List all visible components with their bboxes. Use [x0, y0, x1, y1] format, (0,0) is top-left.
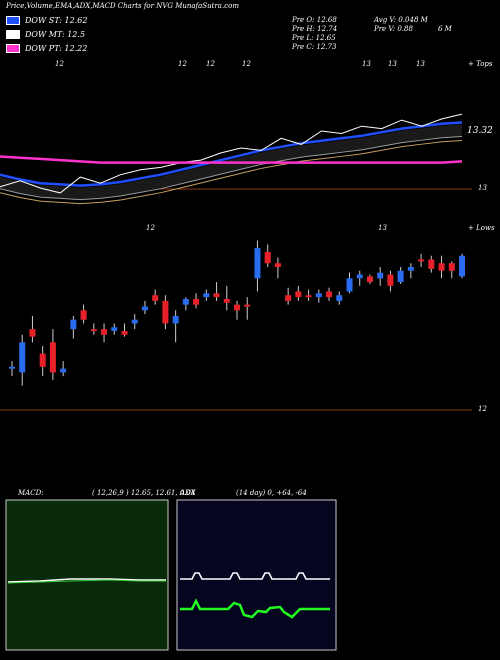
- candle-body: [223, 299, 230, 303]
- ema-price-label: 13.32: [467, 126, 493, 136]
- adx-di-line: [180, 598, 330, 619]
- candle-axis-label: 12: [478, 405, 487, 413]
- macd-signal-line: [7, 579, 166, 584]
- macd-label: MACD:: [18, 489, 44, 497]
- adx-label: ADX: [180, 489, 196, 497]
- legend-dow-pt: DOW PT: 12.22: [6, 44, 87, 53]
- candle-body: [141, 306, 148, 311]
- candle-body: [407, 267, 414, 271]
- candle-body: [346, 278, 353, 292]
- ema-slower-line: [0, 140, 463, 205]
- candle-body: [152, 295, 159, 301]
- adx-line: [180, 572, 330, 580]
- candle-body: [326, 291, 333, 298]
- stat-avg-volume: Avg V: 0.048 M: [374, 16, 428, 24]
- candle-body: [418, 259, 425, 262]
- adx-values: (14 day) 0, +64, -64: [236, 489, 307, 497]
- macd-values: ( 12,26,9 ) 12.65, 12.61, 0.04: [92, 489, 196, 497]
- candle-body: [234, 304, 240, 311]
- stat-prev-volume: Pre V: 0.88: [374, 25, 413, 33]
- ema-top-mark: 12: [178, 60, 187, 68]
- candle-body: [80, 310, 87, 320]
- candle-body: [264, 251, 271, 264]
- candle-body: [182, 299, 189, 305]
- candle-body: [397, 270, 404, 283]
- candle-body: [336, 295, 343, 301]
- candle-body: [193, 299, 200, 305]
- stat-prev-low: Pre L: 12.65: [292, 34, 336, 42]
- candle-body: [39, 353, 46, 367]
- candle-body: [448, 263, 455, 271]
- ema-top-right-label: + Tops: [468, 60, 493, 68]
- ema-top-mark: 12: [242, 60, 251, 68]
- stat-prev-close: Pre C: 12.73: [292, 43, 337, 51]
- candle-body: [203, 293, 210, 298]
- candle-body: [29, 329, 36, 337]
- candle-body: [121, 331, 128, 335]
- candle-body: [274, 263, 281, 267]
- legend-dow-st: DOW ST: 12.62: [6, 16, 87, 25]
- legend-dow-mt: DOW MT: 12.5: [6, 30, 85, 39]
- candle-body: [366, 276, 373, 283]
- candle-body: [49, 342, 56, 373]
- ema-line-dow-pt: [0, 155, 463, 164]
- adx-panel: [176, 499, 337, 651]
- candle-body: [377, 272, 384, 279]
- stat-prev-open: Pre O: 12.68: [292, 16, 337, 24]
- candle-body: [459, 255, 465, 277]
- legend-swatch-mt: [6, 30, 20, 39]
- candle-body: [111, 327, 118, 331]
- candle-body: [305, 295, 312, 298]
- legend-swatch-pt: [6, 44, 20, 53]
- legend-label-mt: DOW MT: 12.5: [25, 30, 86, 39]
- candle-body: [9, 366, 15, 369]
- candle-body: [131, 319, 138, 324]
- candle-top-mark: 12: [146, 224, 155, 232]
- candle-body: [162, 300, 169, 324]
- candle-body: [428, 259, 435, 269]
- candle-top-right-label: + Lows: [468, 224, 495, 232]
- macd-panel: [5, 499, 169, 651]
- candle-body: [213, 293, 220, 298]
- candle-body: [172, 315, 179, 324]
- legend-swatch-st: [6, 16, 20, 25]
- ema-top-mark: 13: [388, 60, 397, 68]
- candle-body: [285, 295, 292, 301]
- candle-body: [19, 342, 26, 373]
- candle-body: [356, 274, 363, 279]
- candle-body: [438, 263, 445, 271]
- ema-line-dow-mt: [0, 113, 463, 194]
- candle-body: [295, 291, 302, 298]
- ema-top-mark: 12: [206, 60, 215, 68]
- candle-body: [387, 274, 394, 286]
- candle-top-mark: 13: [378, 224, 387, 232]
- ema-top-mark: 13: [362, 60, 371, 68]
- stat-prev-high: Pre H: 12.74: [292, 25, 338, 33]
- legend-label-st: DOW ST: 12.62: [25, 16, 88, 25]
- candle-body: [315, 293, 322, 298]
- stat-volume-suffix: 6 M: [438, 25, 452, 33]
- candle-body: [101, 329, 108, 335]
- candle-body: [244, 304, 251, 307]
- candle-body: [70, 319, 77, 330]
- candle-body: [60, 368, 67, 373]
- candle-body: [90, 329, 97, 332]
- legend-label-pt: DOW PT: 12.22: [25, 44, 88, 53]
- ema-slow-line: [0, 136, 463, 201]
- candle-body: [254, 248, 261, 279]
- ema-axis-label: 13: [478, 184, 487, 192]
- macd-line: [7, 578, 166, 583]
- chart-title: Price,Volume,EMA,ADX,MACD Charts for NVG…: [6, 2, 239, 10]
- ema-top-mark: 12: [55, 60, 64, 68]
- ema-top-mark: 13: [416, 60, 425, 68]
- ema-line-dow-st: [0, 121, 463, 187]
